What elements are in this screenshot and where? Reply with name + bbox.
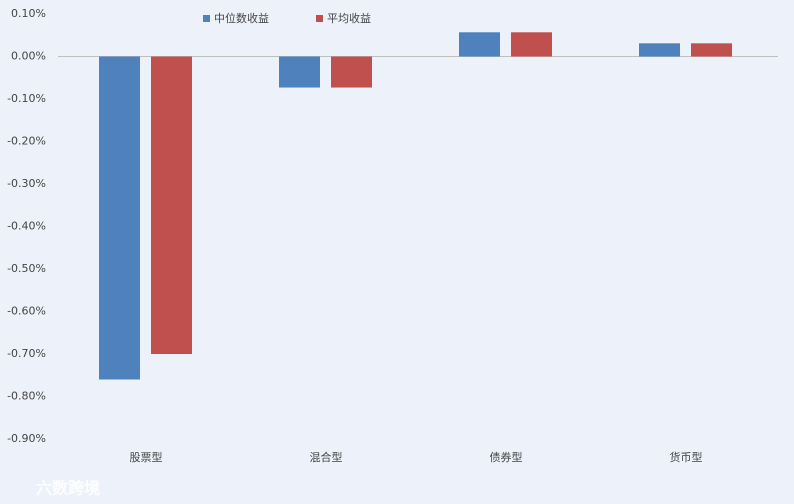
y-tick-label: -0.90% (7, 432, 46, 445)
legend-swatch (316, 15, 323, 22)
y-tick-label: -0.20% (7, 135, 46, 148)
x-tick-label: 股票型 (130, 450, 163, 464)
x-tick-label: 债券型 (490, 450, 523, 464)
y-tick-label: -0.30% (7, 177, 46, 190)
y-tick-label: 0.00% (11, 50, 46, 63)
bar (151, 56, 192, 354)
x-tick-label: 混合型 (310, 450, 343, 464)
y-tick-label: -0.70% (7, 347, 46, 360)
y-tick-label: -0.80% (7, 390, 46, 403)
watermark: 六数跨境 (36, 479, 100, 498)
bar (331, 56, 372, 88)
bar (99, 56, 140, 380)
bar (279, 56, 320, 88)
x-tick-label: 货币型 (670, 450, 703, 464)
bar (639, 43, 680, 57)
legend-swatch (203, 15, 210, 22)
bar (691, 43, 732, 57)
y-tick-label: 0.10% (11, 7, 46, 20)
y-tick-label: -0.40% (7, 220, 46, 233)
y-tick-label: -0.60% (7, 305, 46, 318)
legend-label: 平均收益 (327, 11, 371, 25)
legend-label: 中位数收益 (214, 11, 269, 25)
y-tick-label: -0.50% (7, 262, 46, 275)
bar (511, 32, 552, 57)
bar (459, 32, 500, 57)
y-tick-label: -0.10% (7, 92, 46, 105)
